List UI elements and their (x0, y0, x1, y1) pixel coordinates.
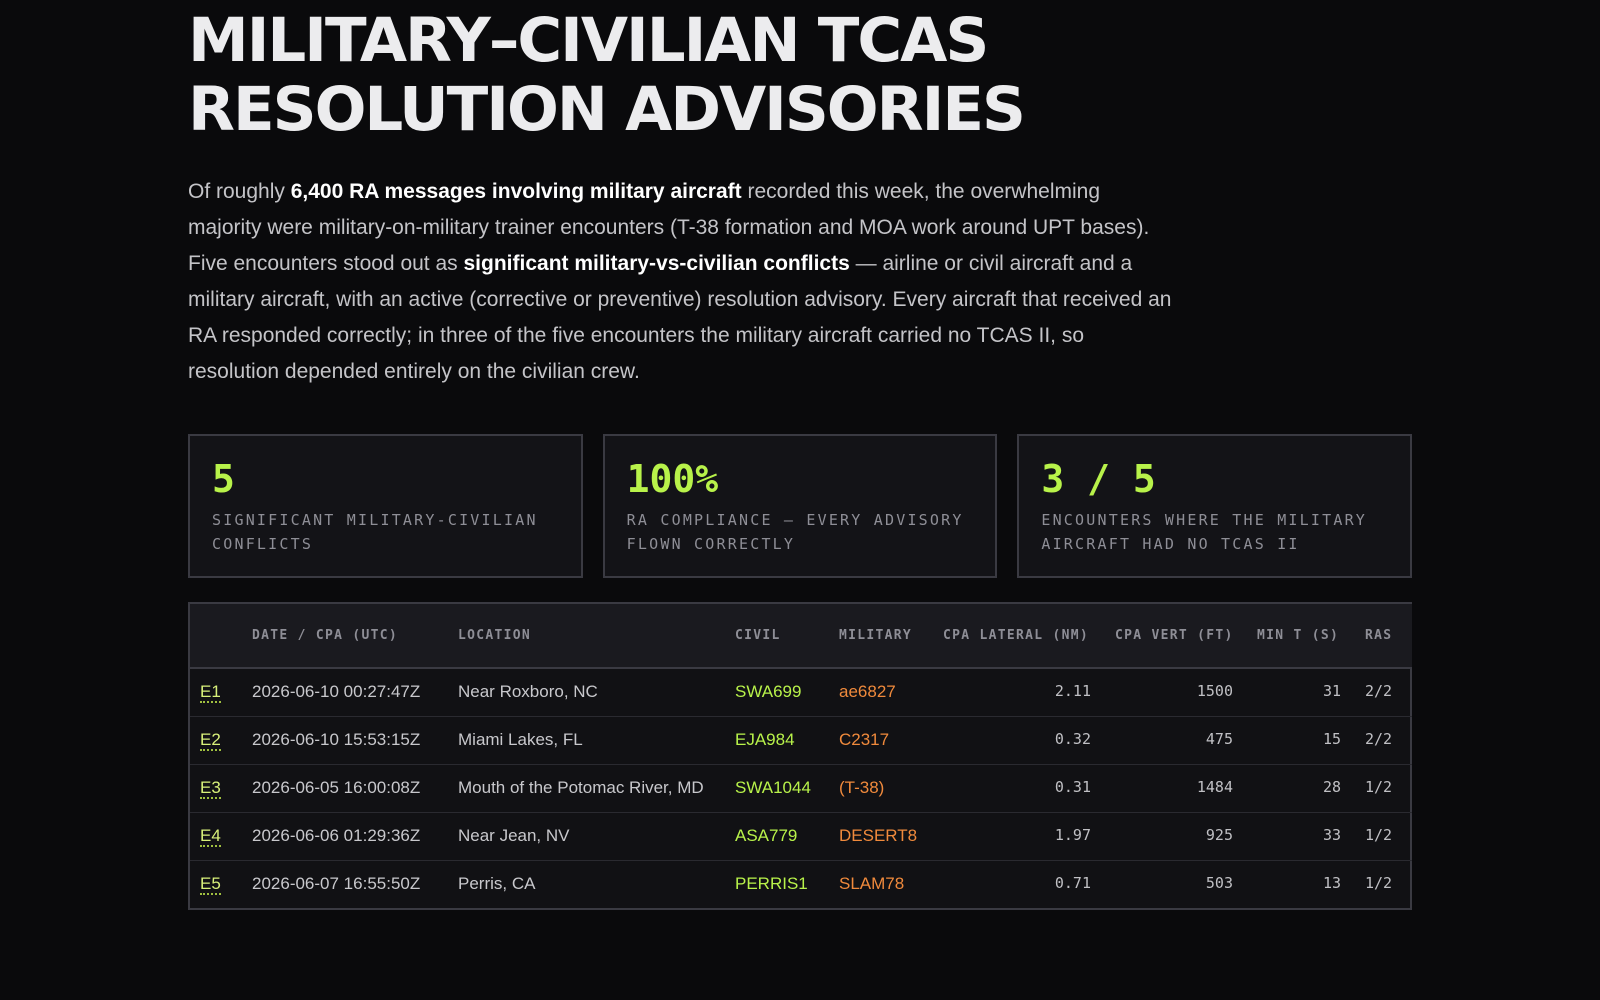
column-header-location: LOCATION (448, 604, 725, 669)
date-cell: 2026-06-07 16:55:50Z (252, 874, 421, 893)
encounter-id-cell: E4 (190, 812, 242, 861)
stat-card-compliance: 100% RA COMPLIANCE — EVERY ADVISORY FLOW… (602, 434, 998, 578)
cpa-lateral-cell: 0.32 (933, 716, 1105, 765)
encounter-link[interactable]: E4 (200, 826, 221, 847)
intro-text-1: Of roughly (188, 180, 291, 203)
column-header-cpa-lateral: CPA LATERAL (NM) (933, 604, 1105, 669)
date-cell: 2026-06-10 00:27:47Z (242, 668, 448, 717)
intro-bold-1: 6,400 RA messages involving military air… (290, 180, 742, 203)
location-cell: Miami Lakes, FL (448, 716, 725, 765)
location-cell: Mouth of the Potomac River, MD (448, 764, 725, 813)
encounter-link[interactable]: E2 (200, 730, 221, 751)
intro-bold-2: significant military-vs-civilian conflic… (463, 252, 850, 275)
stat-value: 5 (212, 457, 235, 501)
stat-label: ENCOUNTERS WHERE THE MILITARY AIRCRAFT H… (1041, 511, 1368, 553)
stat-value: 3 / 5 (1041, 457, 1156, 501)
min-t-cell: 33 (1247, 812, 1355, 861)
stat-label: RA COMPLIANCE — EVERY ADVISORY FLOWN COR… (626, 511, 964, 553)
table-header-row: DATE / CPA (UTC) LOCATION CIVIL MILITARY… (190, 604, 1412, 669)
ras-cell: 1/2 (1365, 874, 1393, 892)
page: MILITARY–CIVILIAN TCAS RESOLUTION ADVISO… (188, 0, 1413, 910)
encounter-link[interactable]: E1 (200, 682, 221, 703)
civil-callsign-cell: SWA1044 (725, 764, 829, 813)
location-cell: Near Roxboro, NC (448, 668, 725, 717)
military-callsign-cell: SLAM78 (839, 874, 905, 893)
civil-callsign-cell: EJA984 (725, 716, 829, 765)
ras-cell: 2/2 (1355, 668, 1412, 717)
table-row: E5 2026-06-07 16:55:50Z Perris, CA PERRI… (190, 861, 1412, 909)
encounter-link[interactable]: E3 (200, 778, 221, 799)
table-row: E1 2026-06-10 00:27:47Z Near Roxboro, NC… (190, 668, 1412, 717)
column-header-civil: CIVIL (725, 604, 829, 669)
column-header-min-t: MIN T (S) (1247, 604, 1355, 669)
cpa-lateral-cell: 0.31 (933, 764, 1105, 813)
column-header-military: MILITARY (829, 604, 933, 669)
stat-card-conflicts: 5 SIGNIFICANT MILITARY-CIVILIAN CONFLICT… (188, 434, 583, 578)
date-cell: 2026-06-05 16:00:08Z (242, 764, 448, 813)
encounter-id-cell: E2 (190, 716, 242, 765)
ras-cell: 2/2 (1355, 716, 1412, 765)
intro-text-3: — airline or civil aircraft and a milita… (188, 252, 1172, 383)
column-header-cpa-vert: CPA VERT (FT) (1105, 604, 1247, 669)
encounters-table: DATE / CPA (UTC) LOCATION CIVIL MILITARY… (188, 602, 1412, 910)
encounter-id-cell: E3 (190, 764, 242, 813)
page-title: MILITARY–CIVILIAN TCAS RESOLUTION ADVISO… (188, 5, 1026, 145)
stat-cards: 5 SIGNIFICANT MILITARY-CIVILIAN CONFLICT… (188, 434, 1413, 578)
intro-paragraph: Of roughly 6,400 RA messages involving m… (188, 174, 1173, 390)
column-header-date: DATE / CPA (UTC) (242, 604, 448, 669)
table-row: E3 2026-06-05 16:00:08Z Mouth of the Pot… (190, 764, 1412, 813)
min-t-cell: 15 (1247, 716, 1355, 765)
ras-cell: 1/2 (1355, 764, 1412, 813)
civil-callsign-cell: PERRIS1 (735, 874, 808, 893)
location-cell: Near Jean, NV (448, 812, 725, 861)
column-header-id (190, 604, 242, 669)
encounter-id-cell: E5 (190, 861, 242, 909)
date-cell: 2026-06-10 15:53:15Z (242, 716, 448, 765)
cpa-vert-cell: 1484 (1105, 764, 1247, 813)
civil-callsign-cell: SWA699 (725, 668, 829, 717)
column-header-ras: RAS (1355, 604, 1412, 669)
stat-label: SIGNIFICANT MILITARY-CIVILIAN CONFLICTS (212, 511, 538, 553)
table-row: E2 2026-06-10 15:53:15Z Miami Lakes, FL … (190, 716, 1412, 765)
date-cell: 2026-06-06 01:29:36Z (242, 812, 448, 861)
min-t-cell: 13 (1322, 874, 1341, 892)
min-t-cell: 28 (1247, 764, 1355, 813)
encounter-link[interactable]: E5 (200, 874, 221, 895)
encounter-id-cell: E1 (190, 668, 242, 717)
cpa-vert-cell: 475 (1105, 716, 1247, 765)
location-cell: Perris, CA (458, 874, 536, 893)
military-callsign-cell: DESERT8 (829, 812, 933, 861)
min-t-cell: 31 (1247, 668, 1355, 717)
cpa-vert-cell: 503 (1205, 874, 1233, 892)
military-callsign-cell: (T-38) (829, 764, 933, 813)
military-callsign-cell: ae6827 (829, 668, 933, 717)
stat-value: 100% (626, 457, 719, 501)
cpa-lateral-cell: 1.97 (933, 812, 1105, 861)
cpa-lateral-cell: 2.11 (933, 668, 1105, 717)
military-callsign-cell: C2317 (829, 716, 933, 765)
cpa-vert-cell: 1500 (1105, 668, 1247, 717)
civil-callsign-cell: ASA779 (725, 812, 829, 861)
cpa-vert-cell: 925 (1105, 812, 1247, 861)
table-row: E4 2026-06-06 01:29:36Z Near Jean, NV AS… (190, 812, 1412, 861)
cpa-lateral-cell: 0.71 (1054, 874, 1091, 892)
ras-cell: 1/2 (1355, 812, 1412, 861)
intro-text-2: recorded this week, the overwhelming maj… (188, 180, 1150, 275)
stat-card-no-tcas: 3 / 5 ENCOUNTERS WHERE THE MILITARY AIRC… (1017, 434, 1413, 578)
